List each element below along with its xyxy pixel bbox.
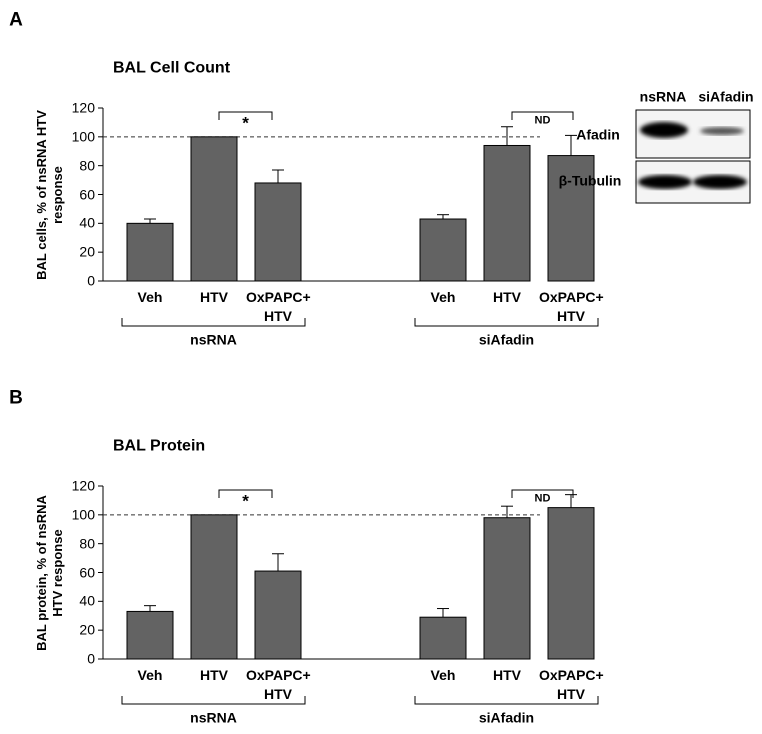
panel-label: A bbox=[9, 9, 23, 31]
y-tick-label: 60 bbox=[79, 564, 95, 580]
y-tick-label: 100 bbox=[71, 128, 95, 145]
blot-band bbox=[640, 122, 688, 138]
group-label: nsRNA bbox=[190, 709, 237, 726]
group-label: nsRNA bbox=[190, 331, 237, 348]
significance-bracket bbox=[511, 489, 574, 498]
y-tick-label: 120 bbox=[71, 99, 95, 116]
blot-lane-label: siAfadin bbox=[698, 88, 754, 105]
y-tick-label: 20 bbox=[79, 243, 95, 260]
significance-label: * bbox=[242, 491, 249, 511]
blot-band bbox=[693, 175, 747, 189]
bar bbox=[126, 222, 174, 282]
significance-label: * bbox=[242, 113, 249, 133]
chart-title: BAL Protein bbox=[113, 437, 206, 455]
y-tick-label: 0 bbox=[87, 650, 95, 667]
x-tick-label: OxPAPC+ HTV bbox=[539, 667, 604, 702]
x-tick-label: HTV bbox=[200, 667, 228, 683]
significance-bracket bbox=[218, 111, 273, 120]
x-tick-label: Veh bbox=[137, 289, 163, 305]
chart-title: BAL Cell Count bbox=[113, 59, 231, 77]
x-tick-label: HTV bbox=[493, 289, 521, 305]
group-bracket bbox=[414, 696, 599, 705]
significance-label: ND bbox=[534, 114, 551, 127]
group-label: siAfadin bbox=[478, 709, 535, 726]
y-tick-label: 100 bbox=[71, 506, 95, 523]
y-tick-label: 120 bbox=[71, 477, 95, 494]
significance-bracket bbox=[218, 489, 273, 498]
group-bracket bbox=[121, 318, 306, 327]
y-tick-label: 0 bbox=[87, 272, 95, 289]
y-tick-label: 80 bbox=[79, 535, 95, 552]
x-tick-label: OxPAPC+ HTV bbox=[246, 667, 311, 702]
blot-lane-label: nsRNA bbox=[639, 88, 687, 105]
blot-band bbox=[638, 175, 692, 189]
y-tick-label: 80 bbox=[79, 157, 95, 174]
x-tick-label: Veh bbox=[430, 289, 456, 305]
y-axis-title: BAL protein, % of nsRNA HTV response bbox=[34, 494, 65, 651]
bar bbox=[547, 507, 595, 660]
bar bbox=[419, 218, 467, 282]
bar bbox=[190, 514, 238, 660]
blot-row-label: β-Tubulin bbox=[558, 172, 622, 189]
x-tick-label: HTV bbox=[200, 289, 228, 305]
y-axis-title: BAL cells, % of nsRNA HTV response bbox=[34, 109, 65, 280]
y-tick-label: 40 bbox=[79, 214, 95, 231]
blot-row-label: Afadin bbox=[576, 126, 620, 143]
significance-bracket bbox=[511, 111, 574, 120]
x-tick-label: Veh bbox=[137, 667, 163, 683]
blot-band bbox=[700, 127, 744, 135]
bar bbox=[254, 570, 302, 660]
y-tick-label: 60 bbox=[79, 186, 95, 202]
group-bracket bbox=[121, 696, 306, 705]
bar bbox=[419, 616, 467, 660]
western-blot bbox=[635, 109, 751, 204]
y-tick-label: 20 bbox=[79, 621, 95, 638]
x-tick-label: HTV bbox=[493, 667, 521, 683]
x-tick-label: OxPAPC+ HTV bbox=[246, 289, 311, 324]
bar bbox=[126, 610, 174, 660]
significance-label: ND bbox=[534, 492, 551, 505]
panel-label: B bbox=[9, 387, 23, 409]
bar bbox=[190, 136, 238, 282]
group-label: siAfadin bbox=[478, 331, 535, 348]
group-bracket bbox=[414, 318, 599, 327]
bar bbox=[483, 517, 531, 660]
bar bbox=[483, 144, 531, 282]
x-tick-label: Veh bbox=[430, 667, 456, 683]
bar bbox=[254, 182, 302, 282]
y-tick-label: 40 bbox=[79, 592, 95, 609]
x-tick-label: OxPAPC+ HTV bbox=[539, 289, 604, 324]
